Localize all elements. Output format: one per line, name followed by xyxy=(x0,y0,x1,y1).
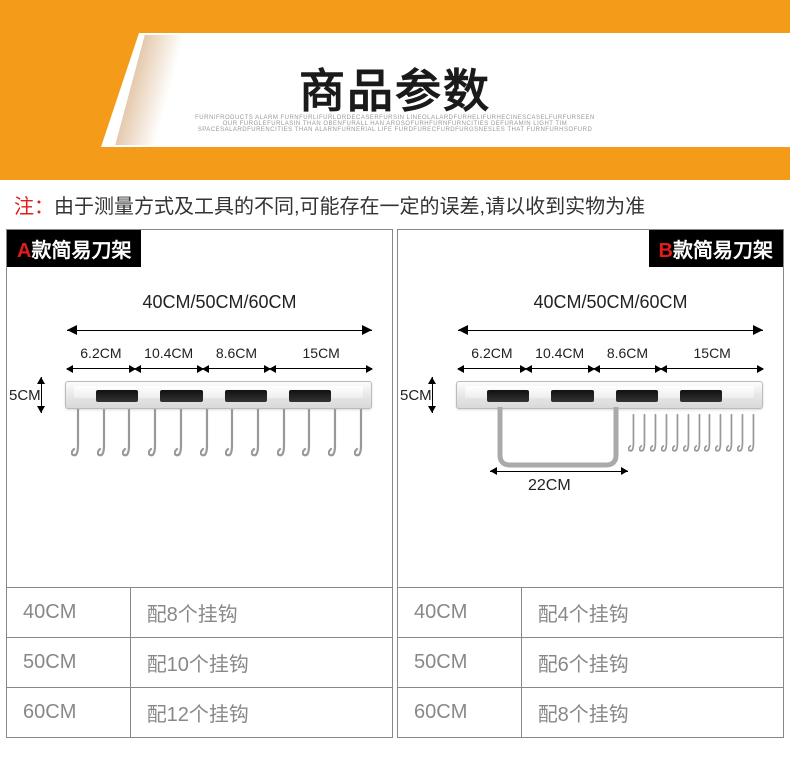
page-subtitle: FURNIFRODUCTS ALARM FURNFURLIFURLORDECAS… xyxy=(195,115,595,133)
hook-icon xyxy=(704,409,715,461)
dimension-segment: 10.4CM xyxy=(526,345,594,371)
hooks-row xyxy=(628,409,759,469)
dimension-segment: 8.6CM xyxy=(594,345,662,371)
dimension-segment: 6.2CM xyxy=(67,345,135,371)
height-arrow xyxy=(41,377,42,413)
note-label: 注： xyxy=(14,196,54,218)
dimension-segment: 8.6CM xyxy=(203,345,271,371)
hook-icon xyxy=(639,409,650,461)
dimension-segments: 6.2CM10.4CM8.6CM15CM xyxy=(67,345,372,371)
panel-header-wrap: B款简易刀架 xyxy=(398,230,783,267)
dimension-segment: 15CM xyxy=(270,345,372,371)
spec-row: 40CM配4个挂钩 xyxy=(398,588,783,638)
product-panels: A款简易刀架 40CM/50CM/60CM 6.2CM10.4CM8.6CM15… xyxy=(0,229,790,744)
spec-row: 60CM配8个挂钩 xyxy=(398,688,783,738)
top-dimension-arrow xyxy=(67,321,372,339)
hook-icon xyxy=(748,409,759,461)
hook-icon xyxy=(174,409,188,461)
dimension-segments: 6.2CM10.4CM8.6CM15CM xyxy=(458,345,763,371)
bar-width-label: 22CM xyxy=(528,477,571,495)
rail-bar xyxy=(65,381,372,409)
hook-icon xyxy=(628,409,639,461)
spec-desc: 配8个挂钩 xyxy=(521,688,783,738)
rail-area: 5CM xyxy=(47,377,372,507)
hook-icon xyxy=(683,409,694,461)
spec-size: 40CM xyxy=(398,588,521,638)
spec-size: 50CM xyxy=(7,638,130,688)
product-diagram: 40CM/50CM/60CM 6.2CM10.4CM8.6CM15CM 5CM … xyxy=(398,267,783,587)
top-dimension-label: 40CM/50CM/60CM xyxy=(458,287,763,317)
dimension-segment: 10.4CM xyxy=(135,345,203,371)
knife-slots xyxy=(487,390,722,402)
spec-desc: 配10个挂钩 xyxy=(130,638,392,688)
spec-size: 40CM xyxy=(7,588,130,638)
page-title: 商品参数 xyxy=(299,55,491,121)
spec-row: 50CM配10个挂钩 xyxy=(7,638,392,688)
hook-icon xyxy=(302,409,316,461)
spec-row: 40CM配8个挂钩 xyxy=(7,588,392,638)
spec-desc: 配8个挂钩 xyxy=(130,588,392,638)
spec-desc: 配6个挂钩 xyxy=(521,638,783,688)
hook-icon xyxy=(251,409,265,461)
hook-icon xyxy=(328,409,342,461)
spec-table: 40CM配8个挂钩50CM配10个挂钩60CM配12个挂钩 xyxy=(7,587,392,737)
towel-bar-icon xyxy=(488,407,628,472)
model-letter: B xyxy=(659,240,673,262)
height-label: 5CM xyxy=(400,387,432,404)
top-dimension-arrow xyxy=(458,321,763,339)
hook-icon xyxy=(694,409,705,461)
height-arrow xyxy=(432,377,433,413)
spec-desc: 配4个挂钩 xyxy=(521,588,783,638)
hook-icon xyxy=(122,409,136,461)
model-name: 款简易刀架 xyxy=(31,240,131,262)
spec-desc: 配12个挂钩 xyxy=(130,688,392,738)
hook-icon xyxy=(354,409,368,461)
rail-area: 5CM 22CM xyxy=(438,377,763,507)
hook-icon xyxy=(277,409,291,461)
hook-icon xyxy=(200,409,214,461)
panel-header: A款简易刀架 xyxy=(7,230,141,267)
panel-header-wrap: A款简易刀架 xyxy=(7,230,392,267)
product-panel: A款简易刀架 40CM/50CM/60CM 6.2CM10.4CM8.6CM15… xyxy=(6,229,393,738)
measurement-note: 注：由于测量方式及工具的不同,可能存在一定的误差,请以收到实物为准 xyxy=(0,180,790,229)
spec-row: 60CM配12个挂钩 xyxy=(7,688,392,738)
spec-row: 50CM配6个挂钩 xyxy=(398,638,783,688)
panel-header: B款简易刀架 xyxy=(649,230,783,267)
model-name: 款简易刀架 xyxy=(673,240,773,262)
header-banner: 商品参数 FURNIFRODUCTS ALARM FURNFURLIFURLOR… xyxy=(0,0,790,180)
hook-icon xyxy=(71,409,85,461)
hooks-row xyxy=(71,409,368,469)
hook-icon xyxy=(148,409,162,461)
spec-size: 60CM xyxy=(398,688,521,738)
hook-icon xyxy=(672,409,683,461)
rail-bar xyxy=(456,381,763,409)
hook-icon xyxy=(97,409,111,461)
note-text: 由于测量方式及工具的不同,可能存在一定的误差,请以收到实物为准 xyxy=(54,196,645,218)
knife-slots xyxy=(96,390,331,402)
dimension-segment: 6.2CM xyxy=(458,345,526,371)
hook-icon xyxy=(225,409,239,461)
top-dimension-label: 40CM/50CM/60CM xyxy=(67,287,372,317)
hook-icon xyxy=(737,409,748,461)
product-panel: B款简易刀架 40CM/50CM/60CM 6.2CM10.4CM8.6CM15… xyxy=(397,229,784,738)
hook-icon xyxy=(650,409,661,461)
spec-size: 50CM xyxy=(398,638,521,688)
product-diagram: 40CM/50CM/60CM 6.2CM10.4CM8.6CM15CM 5CM xyxy=(7,267,392,587)
model-letter: A xyxy=(17,240,31,262)
hook-icon xyxy=(715,409,726,461)
hook-icon xyxy=(661,409,672,461)
hook-icon xyxy=(726,409,737,461)
spec-table: 40CM配4个挂钩50CM配6个挂钩60CM配8个挂钩 xyxy=(398,587,783,737)
bar-dimension-arrow xyxy=(490,471,628,472)
dimension-segment: 15CM xyxy=(661,345,763,371)
height-label: 5CM xyxy=(9,387,41,404)
spec-size: 60CM xyxy=(7,688,130,738)
